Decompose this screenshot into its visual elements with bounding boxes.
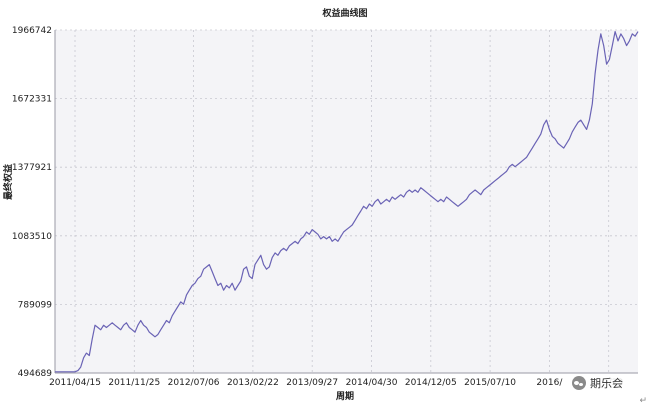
y-tick-label: 1377921	[12, 163, 52, 173]
y-tick-label: 494689	[18, 369, 53, 379]
x-tick-label: 2014/12/05	[405, 378, 457, 388]
x-tick-label: 2014/04/30	[346, 378, 398, 388]
y-axis-title: 最终权益	[2, 164, 14, 200]
x-tick-label: 2013/09/27	[286, 378, 338, 388]
x-tick-label: 2016/	[536, 378, 563, 388]
y-tick-label: 1083510	[12, 232, 52, 242]
x-tick-label: 2013/02/22	[227, 378, 279, 388]
x-tick-label: 2015/07/10	[464, 378, 516, 388]
x-tick-label: 2012/07/06	[168, 378, 220, 388]
y-tick-label: 1672331	[12, 95, 52, 105]
x-tick-label: 2011/11/25	[108, 378, 160, 388]
y-tick-label: 1966742	[12, 26, 52, 36]
grid	[55, 29, 638, 374]
chat-bubble-icon	[572, 376, 586, 390]
watermark-text: 期乐会	[590, 377, 623, 390]
chart-title: 权益曲线图	[321, 7, 367, 19]
y-tick-label: 789099	[18, 300, 53, 310]
y-tick-labels: 494689 789099 1083510 1377921 1672331 1966742	[12, 26, 52, 379]
x-axis-title: 周期	[336, 390, 354, 402]
equity-series-line	[55, 31, 639, 373]
return-mark: ↵	[639, 396, 647, 406]
series	[55, 31, 639, 373]
x-tick-labels: 2011/04/15 2011/11/25 2012/07/06 2013/02/22…	[49, 378, 623, 388]
x-tick-label: 2011/04/15	[49, 378, 101, 388]
axes	[54, 30, 638, 374]
plot-area	[55, 30, 638, 373]
watermark-badge: 期乐会	[568, 374, 627, 392]
